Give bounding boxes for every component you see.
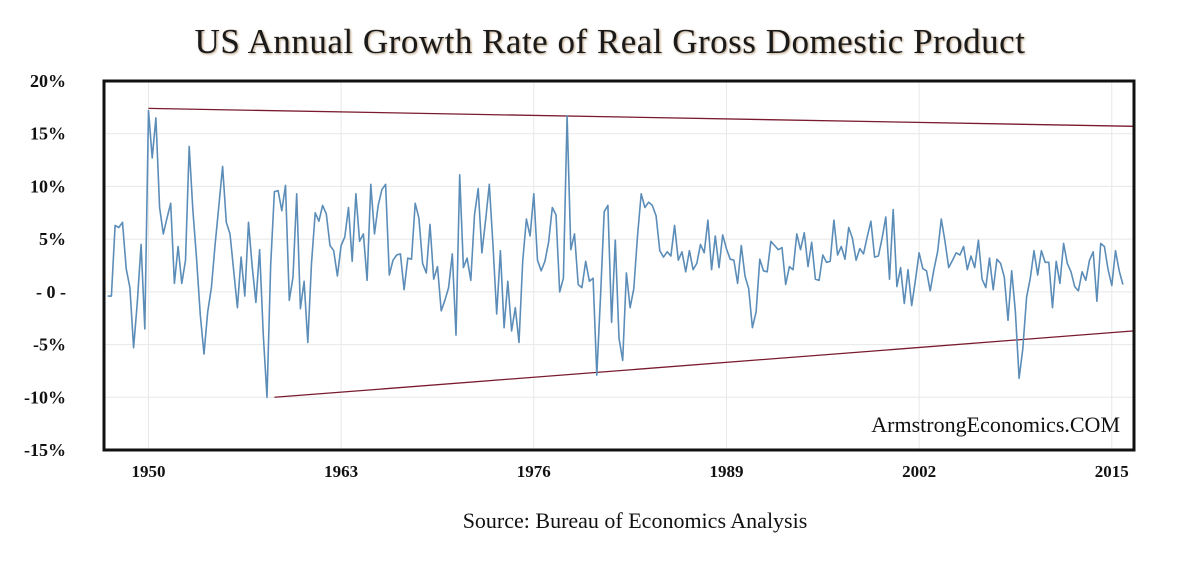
y-tick-label: -15% — [24, 440, 66, 460]
y-axis-ticks: 20% 15% 10% 5% - 0 - -5% -10% -15% — [24, 71, 66, 460]
x-tick-label: 2002 — [902, 462, 936, 481]
y-tick-label: -10% — [24, 387, 66, 407]
gdp-growth-series-line — [107, 109, 1124, 399]
source-note: Source: Bureau of Economics Analysis — [462, 508, 808, 533]
x-tick-label: 1963 — [324, 462, 358, 481]
x-tick-label: 1950 — [131, 462, 165, 481]
y-tick-label: 5% — [39, 229, 66, 249]
chart-title: US Annual Growth Rate of Real Gross Dome… — [194, 22, 1026, 61]
y-tick-label: -5% — [33, 335, 66, 355]
trendline-lower — [274, 330, 1135, 398]
series-layer — [107, 109, 1124, 399]
y-tick-label: 10% — [30, 176, 66, 196]
x-tick-label: 2015 — [1095, 462, 1129, 481]
y-tick-label: 20% — [30, 71, 66, 91]
x-tick-label: 1989 — [709, 462, 743, 481]
y-tick-label: 15% — [30, 124, 66, 144]
x-axis-ticks: 1950 1963 1976 1989 2002 2015 — [131, 462, 1128, 481]
watermark-text: ArmstrongEconomics.COM — [871, 412, 1120, 437]
trendline-upper — [148, 107, 1135, 127]
chart-svg: 20% 15% 10% 5% - 0 - -5% -10% -15% 1950 1963 1976… — [24, 71, 1136, 481]
plot-frame — [102, 79, 1136, 452]
x-tick-label: 1976 — [517, 462, 551, 481]
trendlines — [148, 107, 1135, 398]
y-tick-label: - 0 - — [36, 282, 66, 302]
